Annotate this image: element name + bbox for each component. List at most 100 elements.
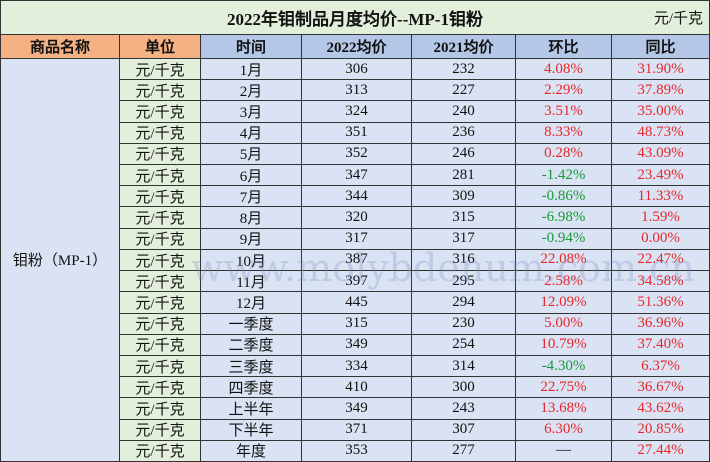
unit-cell: 元/千克 bbox=[120, 398, 200, 419]
price-2021-cell: 277 bbox=[412, 440, 515, 461]
mom-change-cell: 4.08% bbox=[516, 59, 611, 80]
unit-cell: 元/千克 bbox=[120, 207, 200, 228]
price-2022-cell: 387 bbox=[302, 249, 411, 271]
price-2021-cell: 315 bbox=[412, 207, 515, 228]
period-cell: 9月 bbox=[201, 228, 301, 249]
yoy-change-cell: 20.85% bbox=[612, 419, 709, 440]
unit-cell: 元/千克 bbox=[120, 377, 200, 398]
price-2022-cell: 410 bbox=[302, 377, 411, 398]
price-2021-cell: 300 bbox=[412, 377, 515, 398]
mom-change-cell: -6.98% bbox=[516, 207, 611, 228]
price-2021-cell: 309 bbox=[412, 186, 515, 207]
period-cell: 四季度 bbox=[201, 377, 301, 398]
mom-change-cell: 22.75% bbox=[516, 377, 611, 398]
mom-change-cell: 3.51% bbox=[516, 101, 611, 122]
period-cell: 下半年 bbox=[201, 419, 301, 440]
column-header: 时间 bbox=[201, 35, 301, 58]
price-2022-cell: 349 bbox=[302, 334, 411, 355]
price-2022-cell: 334 bbox=[302, 355, 411, 377]
period-cell: 4月 bbox=[201, 122, 301, 143]
period-cell: 6月 bbox=[201, 165, 301, 186]
unit-cell: 元/千克 bbox=[120, 313, 200, 334]
price-2021-cell: 254 bbox=[412, 334, 515, 355]
yoy-change-cell: 35.00% bbox=[612, 101, 709, 122]
period-cell: 8月 bbox=[201, 207, 301, 228]
price-2022-cell: 320 bbox=[302, 207, 411, 228]
yoy-change-cell: 22.47% bbox=[612, 249, 709, 271]
price-2022-cell: 351 bbox=[302, 122, 411, 143]
period-cell: 11月 bbox=[201, 271, 301, 292]
period-cell: 一季度 bbox=[201, 313, 301, 334]
unit-cell: 元/千克 bbox=[120, 440, 200, 461]
mom-change-cell: 13.68% bbox=[516, 398, 611, 419]
period-cell: 5月 bbox=[201, 143, 301, 165]
column-header: 2022均价 bbox=[302, 35, 411, 58]
price-2021-cell: 240 bbox=[412, 101, 515, 122]
mom-change-cell: 2.29% bbox=[516, 80, 611, 101]
yoy-change-cell: 1.59% bbox=[612, 207, 709, 228]
yoy-change-cell: 43.62% bbox=[612, 398, 709, 419]
price-2021-cell: 316 bbox=[412, 249, 515, 271]
mom-change-cell: 6.30% bbox=[516, 419, 611, 440]
yoy-change-cell: 51.36% bbox=[612, 292, 709, 313]
yoy-change-cell: 36.96% bbox=[612, 313, 709, 334]
column-header: 2021均价 bbox=[412, 35, 515, 58]
yoy-change-cell: 6.37% bbox=[612, 355, 709, 377]
price-2021-cell: 236 bbox=[412, 122, 515, 143]
price-2022-cell: 317 bbox=[302, 228, 411, 249]
unit-cell: 元/千克 bbox=[120, 59, 200, 80]
unit-cell: 元/千克 bbox=[120, 143, 200, 165]
unit-cell: 元/千克 bbox=[120, 334, 200, 355]
price-2022-cell: 313 bbox=[302, 80, 411, 101]
price-2022-cell: 445 bbox=[302, 292, 411, 313]
mom-change-cell: 22.08% bbox=[516, 249, 611, 271]
unit-cell: 元/千克 bbox=[120, 165, 200, 186]
yoy-change-cell: 37.89% bbox=[612, 80, 709, 101]
mom-change-cell: 12.09% bbox=[516, 292, 611, 313]
yoy-change-cell: 31.90% bbox=[612, 59, 709, 80]
yoy-change-cell: 34.58% bbox=[612, 271, 709, 292]
price-2021-cell: 227 bbox=[412, 80, 515, 101]
price-2021-cell: 307 bbox=[412, 419, 515, 440]
unit-cell: 元/千克 bbox=[120, 249, 200, 271]
unit-cell: 元/千克 bbox=[120, 271, 200, 292]
price-2021-cell: 294 bbox=[412, 292, 515, 313]
period-cell: 2月 bbox=[201, 80, 301, 101]
title-unit: 元/千克 bbox=[653, 11, 703, 27]
mom-change-cell: -0.94% bbox=[516, 228, 611, 249]
mom-change-cell: -4.30% bbox=[516, 355, 611, 377]
yoy-change-cell: 11.33% bbox=[612, 186, 709, 207]
unit-cell: 元/千克 bbox=[120, 228, 200, 249]
unit-cell: 元/千克 bbox=[120, 292, 200, 313]
price-2022-cell: 347 bbox=[302, 165, 411, 186]
period-cell: 7月 bbox=[201, 186, 301, 207]
yoy-change-cell: 36.67% bbox=[612, 377, 709, 398]
price-2021-cell: 246 bbox=[412, 143, 515, 165]
period-cell: 上半年 bbox=[201, 398, 301, 419]
price-2021-cell: 230 bbox=[412, 313, 515, 334]
unit-cell: 元/千克 bbox=[120, 419, 200, 440]
period-cell: 12月 bbox=[201, 292, 301, 313]
column-header: 同比 bbox=[612, 35, 709, 58]
column-header: 商品名称 bbox=[1, 35, 119, 58]
mom-change-cell: — bbox=[516, 440, 611, 461]
yoy-change-cell: 37.40% bbox=[612, 334, 709, 355]
column-header: 单位 bbox=[120, 35, 200, 58]
table-title: 2022年钼制品月度均价--MP-1钼粉 bbox=[227, 10, 483, 29]
price-2021-cell: 314 bbox=[412, 355, 515, 377]
price-2022-cell: 349 bbox=[302, 398, 411, 419]
unit-cell: 元/千克 bbox=[120, 355, 200, 377]
product-name: 钼粉（MP-1） bbox=[1, 59, 119, 461]
price-2021-cell: 232 bbox=[412, 59, 515, 80]
period-cell: 10月 bbox=[201, 249, 301, 271]
yoy-change-cell: 43.09% bbox=[612, 143, 709, 165]
price-2022-cell: 306 bbox=[302, 59, 411, 80]
yoy-change-cell: 48.73% bbox=[612, 122, 709, 143]
unit-cell: 元/千克 bbox=[120, 101, 200, 122]
period-cell: 1月 bbox=[201, 59, 301, 80]
price-2022-cell: 315 bbox=[302, 313, 411, 334]
period-cell: 三季度 bbox=[201, 355, 301, 377]
mom-change-cell: 10.79% bbox=[516, 334, 611, 355]
yoy-change-cell: 27.44% bbox=[612, 440, 709, 461]
